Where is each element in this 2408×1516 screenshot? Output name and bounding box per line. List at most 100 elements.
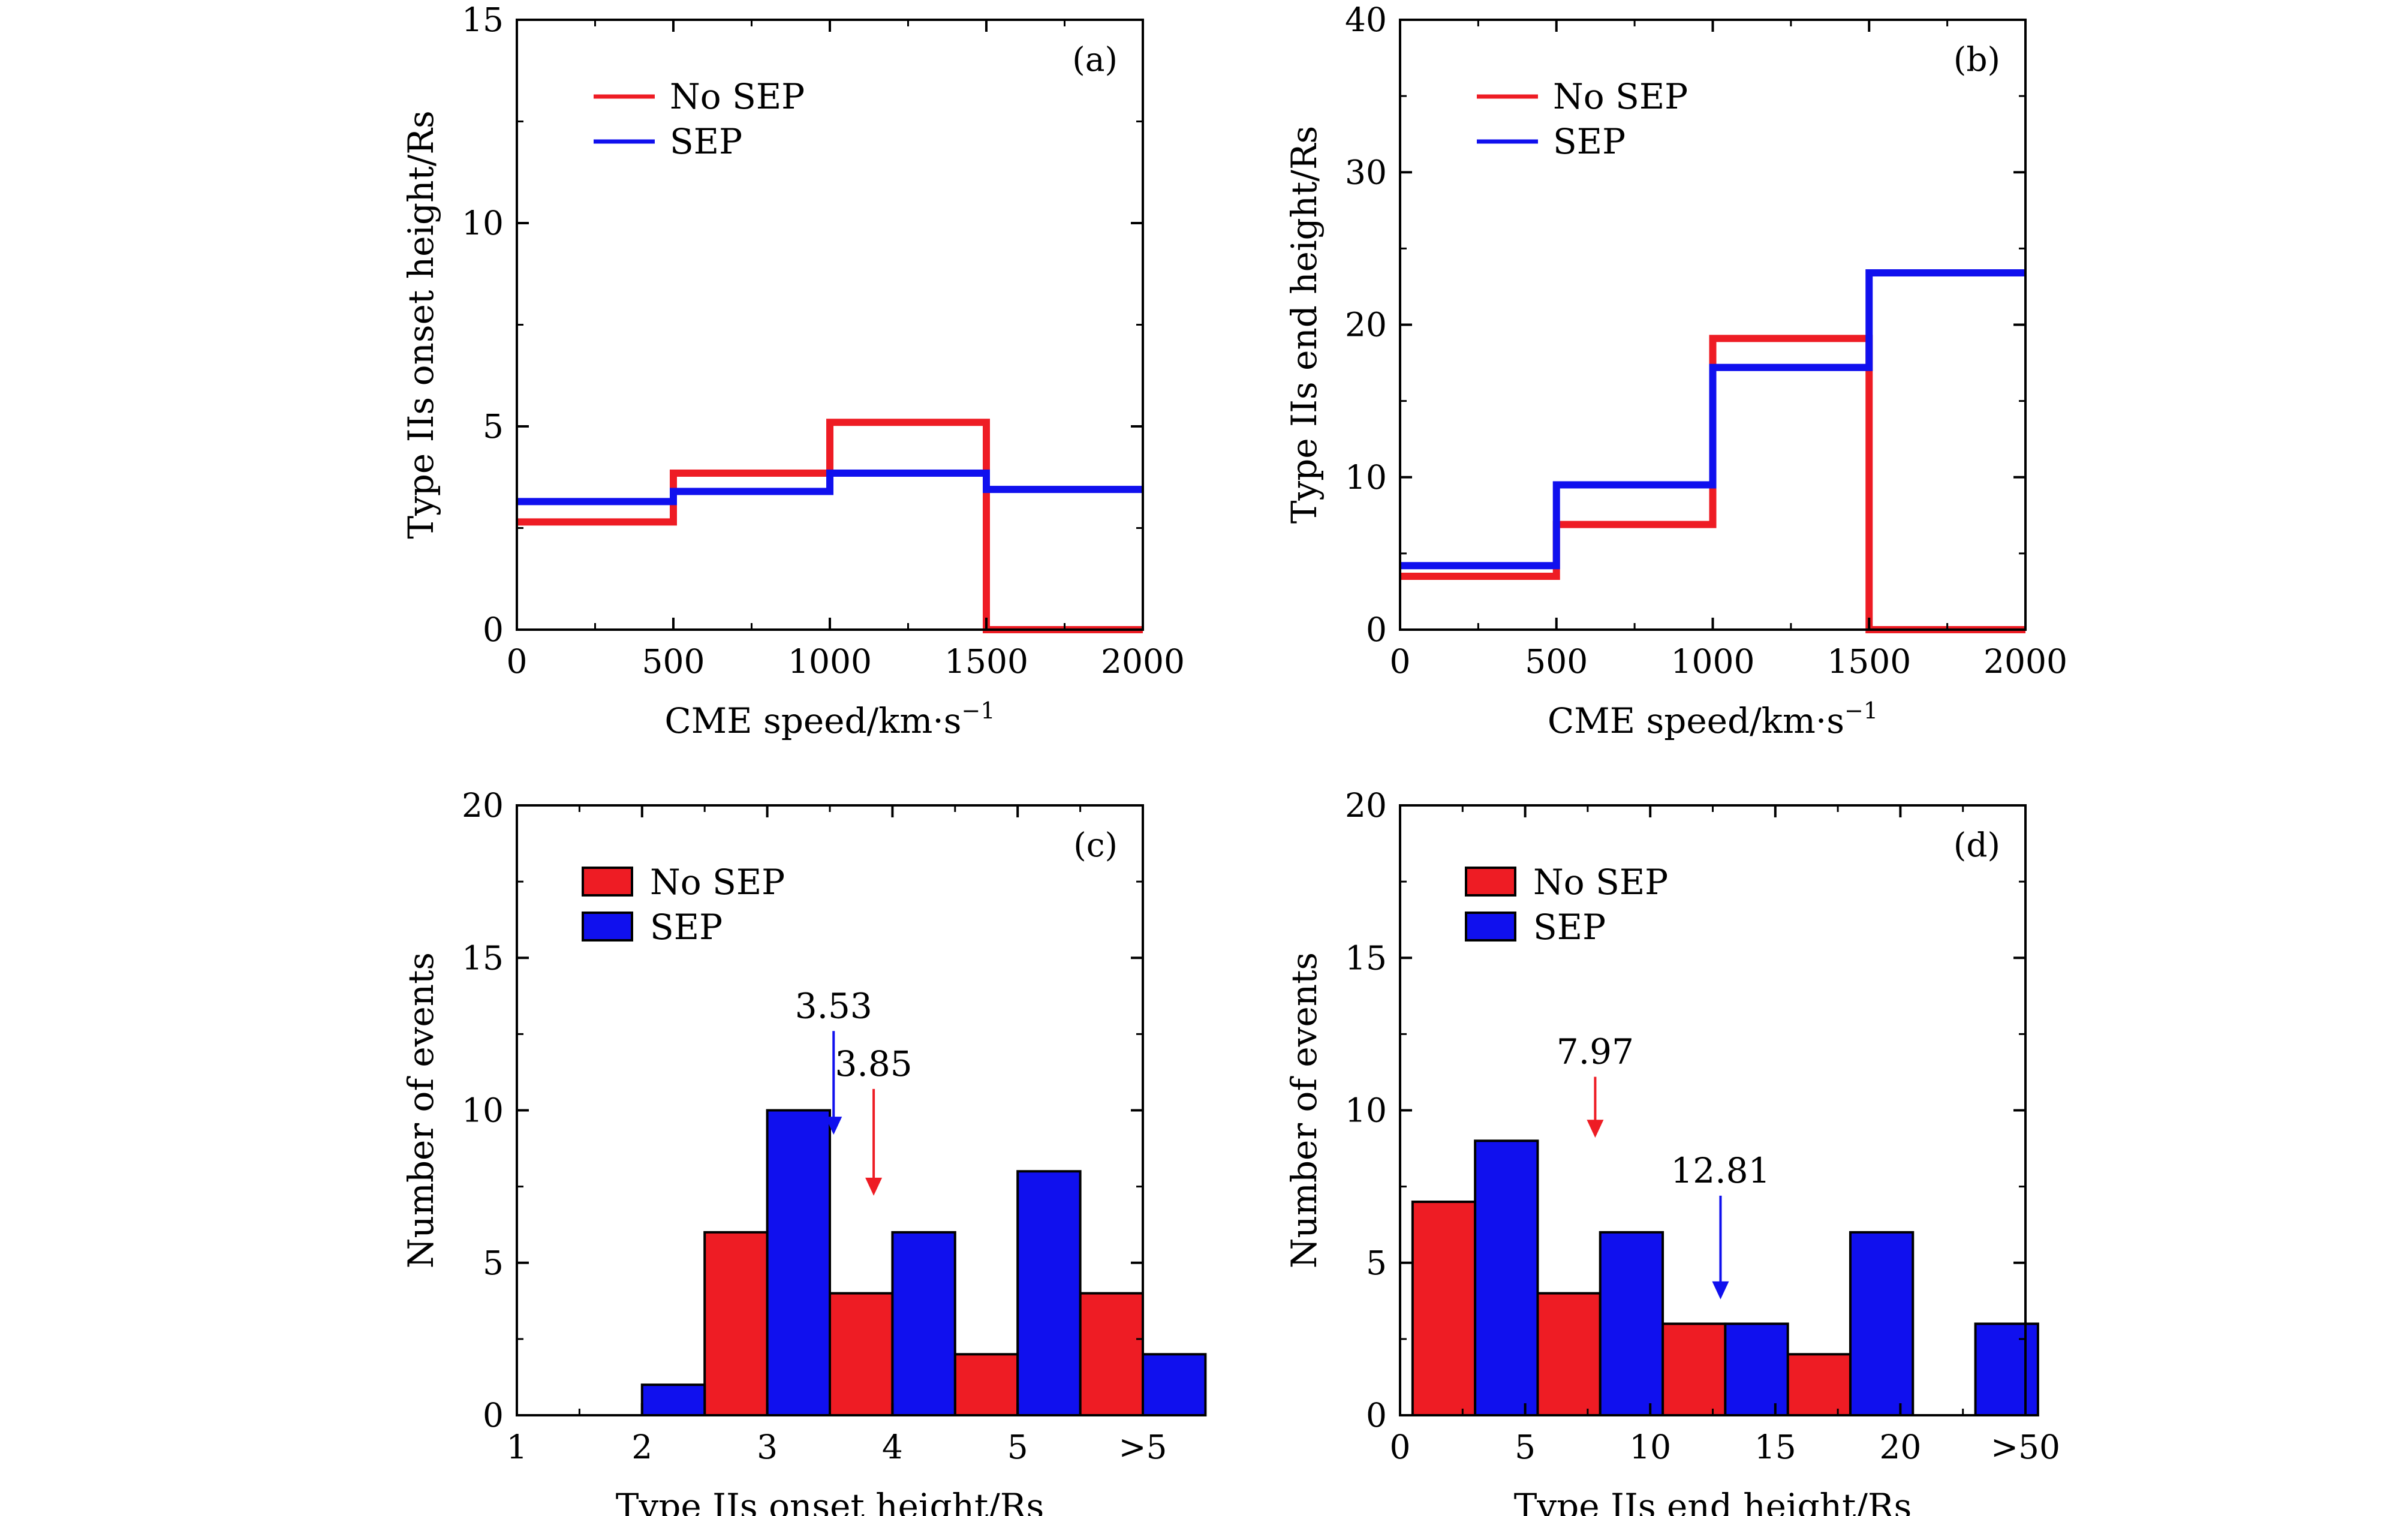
bar-0-0: [1411, 1201, 1477, 1417]
y-tick-label-0: 0: [483, 1396, 504, 1434]
x-axis-label-exponent: −1: [1844, 697, 1878, 724]
panel-d: 7.97 12.81 0 5 10 15 20 >50 0 5 10 15 20 Type IIs end…: [1284, 786, 2060, 1516]
bar-0-1: [1536, 1292, 1602, 1417]
x-tick-label-2: 1000: [1671, 642, 1755, 681]
y-tick-label-4: 20: [1345, 786, 1387, 825]
x-axis-label-exponent: −1: [962, 697, 995, 724]
bar-0-3: [1786, 1353, 1852, 1417]
y-tick-label-4: 40: [1345, 1, 1387, 39]
legend-label-1: SEP: [1553, 121, 1626, 162]
legend-label-1: SEP: [670, 121, 742, 162]
x-tick-label-1: 500: [1525, 642, 1588, 681]
panel-c: 3.53 3.85 1 2 3 4 5 >5 0 5 10 15 20 Type IIs onset he…: [401, 786, 1207, 1516]
bar-1-1: [1599, 1231, 1664, 1416]
x-axis-label: CME speed/km·s−1: [664, 697, 995, 741]
y-tick-label-1: 5: [483, 407, 504, 446]
panel-tag: (b): [1954, 40, 2000, 79]
y-axis-label: Number of events: [401, 952, 441, 1268]
bar-1-1: [766, 1109, 831, 1416]
x-tick-label-3: 4: [882, 1428, 903, 1466]
bar-1-2: [891, 1231, 956, 1416]
legend-label-1: SEP: [1533, 907, 1606, 948]
annotation-label-0: 7.97: [1557, 1031, 1634, 1072]
x-tick-label-3: 15: [1754, 1428, 1796, 1466]
legend-label-0: No SEP: [650, 862, 785, 903]
x-tick-label-4: 2000: [1983, 642, 2067, 681]
bar-1-4: [1974, 1322, 2039, 1416]
plot-frame: [1399, 19, 2027, 631]
annotation-arrow-head-1: [865, 1177, 883, 1196]
bar-1-0: [1474, 1139, 1539, 1416]
x-tick-label-2: 1000: [788, 642, 872, 681]
legend-label-1: SEP: [650, 907, 723, 948]
series-line-1: [1400, 269, 2025, 570]
legend-label-0: No SEP: [1553, 76, 1688, 117]
x-tick-label-4: 5: [1007, 1428, 1028, 1466]
annotation-label-0: 3.53: [795, 985, 872, 1026]
x-axis-label: CME speed/km·s−1: [1548, 697, 1878, 741]
x-tick-label-4: 2000: [1101, 642, 1185, 681]
legend-swatch-0: [582, 867, 633, 897]
annotation-arrow-head-1: [1712, 1281, 1729, 1300]
y-axis-label: Number of events: [1284, 952, 1325, 1268]
legend-swatch-1: [582, 912, 633, 942]
y-tick-label-1: 5: [1366, 1244, 1387, 1282]
y-tick-label-1: 10: [1345, 458, 1387, 497]
annotation-arrow-head-0: [825, 1117, 842, 1135]
bar-1-2: [1724, 1322, 1789, 1416]
y-tick-label-3: 30: [1345, 153, 1387, 191]
x-tick-label-0: 0: [1390, 1428, 1411, 1466]
y-tick-label-4: 20: [462, 786, 504, 825]
bar-1-0: [640, 1383, 706, 1416]
y-tick-label-1: 5: [483, 1244, 504, 1282]
x-tick-label-0: 0: [1390, 642, 1411, 681]
y-tick-label-2: 10: [462, 204, 504, 242]
legend-label-0: No SEP: [670, 76, 805, 117]
y-tick-label-3: 15: [1345, 939, 1387, 977]
panel-b: 0 500 1000 1500 2000 0 10 20 30 40 CME speed/km·s−…: [1284, 1, 2067, 741]
panel-tag: (c): [1073, 826, 1118, 864]
legend-swatch-0: [1465, 867, 1516, 897]
y-tick-label-0: 0: [1366, 1396, 1387, 1434]
y-tick-label-2: 10: [1345, 1091, 1387, 1130]
y-tick-label-0: 0: [1366, 610, 1387, 649]
bar-1-4: [1142, 1353, 1207, 1417]
bar-0-3: [953, 1353, 1019, 1417]
x-tick-label-1: 500: [642, 642, 705, 681]
bar-1-3: [1016, 1170, 1082, 1416]
series-line-0: [517, 419, 1143, 633]
legend-swatch-1: [1465, 912, 1516, 942]
y-tick-label-0: 0: [483, 610, 504, 649]
x-tick-label-1: 5: [1515, 1428, 1536, 1466]
bar-1-3: [1849, 1231, 1915, 1416]
y-tick-label-2: 20: [1345, 306, 1387, 344]
x-tick-label-5: >50: [1991, 1428, 2060, 1466]
y-tick-label-3: 15: [462, 939, 504, 977]
panel-tag: (d): [1954, 826, 2000, 864]
annotation-label-1: 3.85: [835, 1043, 913, 1084]
bar-0-4: [1079, 1292, 1144, 1417]
x-axis-label: Type IIs onset height/Rs: [616, 1486, 1044, 1516]
annotation-label-1: 12.81: [1670, 1150, 1770, 1191]
y-axis-label: Type IIs end height/Rs: [1284, 126, 1325, 524]
x-tick-label-2: 3: [757, 1428, 778, 1466]
y-tick-label-3: 15: [462, 1, 504, 39]
bar-0-2: [1661, 1322, 1727, 1416]
y-tick-label-2: 10: [462, 1091, 504, 1130]
y-axis-label: Type IIs onset height/Rs: [401, 110, 441, 539]
x-tick-label-1: 2: [631, 1428, 652, 1466]
x-tick-label-0: 1: [507, 1428, 528, 1466]
plot-frame: [516, 19, 1144, 631]
legend-label-0: No SEP: [1533, 862, 1668, 903]
panel-tag: (a): [1072, 40, 1118, 79]
x-tick-label-3: 1500: [944, 642, 1028, 681]
x-tick-label-0: 0: [507, 642, 528, 681]
x-tick-label-3: 1500: [1827, 642, 1911, 681]
x-tick-label-2: 10: [1629, 1428, 1671, 1466]
x-tick-label-4: 20: [1879, 1428, 1921, 1466]
bar-0-2: [829, 1292, 894, 1417]
series-line-1: [517, 469, 1143, 506]
panel-a: 0 500 1000 1500 2000 0 5 10 15 CME speed/km·s−1 Ty…: [401, 1, 1185, 741]
x-axis-label: Type IIs end height/Rs: [1514, 1486, 1912, 1516]
